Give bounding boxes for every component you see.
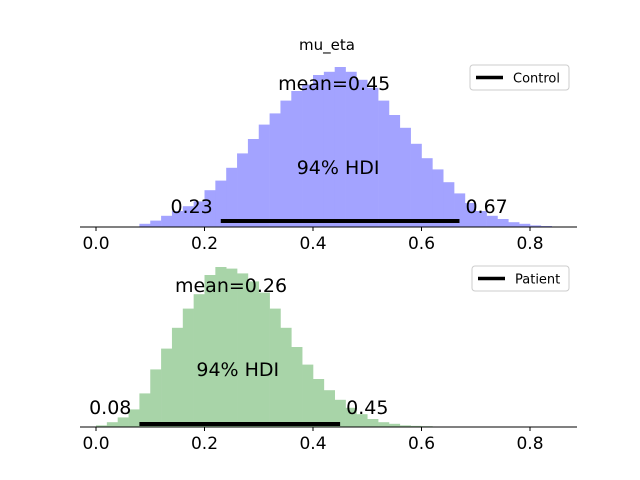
histogram-bar xyxy=(291,347,303,427)
hdi-low-label: 0.08 xyxy=(89,397,131,419)
histogram-bar xyxy=(161,348,173,427)
x-tick-label: 0.4 xyxy=(299,434,326,454)
x-tick-label: 0.0 xyxy=(82,434,109,454)
histogram-bar xyxy=(139,393,151,427)
histogram-bar xyxy=(237,153,249,227)
x-tick-label: 0.2 xyxy=(191,234,218,254)
histogram-bar xyxy=(247,281,260,427)
histogram-bar xyxy=(345,71,357,227)
x-tick-label: 0.2 xyxy=(191,434,218,454)
x-tick-label: 0.6 xyxy=(408,234,435,254)
histogram-bar xyxy=(215,267,227,427)
histogram-bar xyxy=(475,211,487,227)
histogram-bar xyxy=(193,201,205,227)
legend-label: Patient xyxy=(515,273,560,288)
histogram-bar xyxy=(291,91,303,227)
histogram-bar xyxy=(464,203,477,227)
histogram-bar xyxy=(226,167,238,227)
histogram-bar xyxy=(247,139,260,227)
histogram-bar xyxy=(519,223,531,227)
mean-label: mean=0.26 xyxy=(175,275,287,297)
panel-patient: 0.0 0.2 0.4 0.6 0.8 0.08 0.45 94% HDI mean=0.26 P… xyxy=(80,265,577,454)
x-tick-label: 0.4 xyxy=(299,234,326,254)
histogram-bar xyxy=(399,425,411,427)
hdi-high-label: 0.45 xyxy=(346,397,388,419)
histogram-bar xyxy=(454,193,466,227)
histogram-bar xyxy=(302,364,314,427)
histogram-bar xyxy=(161,215,173,227)
legend: Control xyxy=(469,64,570,91)
histogram-bar xyxy=(356,414,368,427)
histogram-bar xyxy=(388,115,401,227)
histogram-bar xyxy=(334,67,346,227)
histogram-bar xyxy=(215,180,227,227)
histogram-bar xyxy=(280,327,292,427)
histogram-bar xyxy=(486,215,498,227)
histogram-bar xyxy=(237,273,249,427)
legend: Patient xyxy=(471,265,570,292)
histogram-bar xyxy=(128,409,140,427)
histogram-bar xyxy=(323,390,335,427)
histogram-bar xyxy=(323,71,335,227)
histogram-bar xyxy=(96,425,108,427)
histogram-bar xyxy=(388,423,401,427)
histogram-bar xyxy=(182,206,194,227)
hdi-low-label: 0.23 xyxy=(170,196,212,218)
histogram-bar xyxy=(258,292,270,427)
histogram-bar xyxy=(171,211,184,227)
histogram-bar xyxy=(399,127,411,227)
histogram-bar xyxy=(258,124,270,227)
legend-label: Control xyxy=(513,72,560,87)
hdi-high-label: 0.67 xyxy=(465,196,507,218)
histogram-bar xyxy=(432,169,444,227)
legend-box xyxy=(471,265,570,292)
histogram-bar xyxy=(302,84,314,227)
histogram-bar xyxy=(193,294,205,427)
histogram-bar xyxy=(280,100,292,227)
histogram-bar xyxy=(378,422,390,427)
histogram-bar xyxy=(421,158,433,227)
histogram-bar xyxy=(367,419,379,427)
histogram-bar xyxy=(204,190,216,227)
histogram-bar xyxy=(508,222,520,227)
histogram-bar xyxy=(410,143,422,227)
histogram-bar xyxy=(334,399,346,427)
histogram-bar xyxy=(367,87,379,227)
mean-label: mean=0.45 xyxy=(278,73,390,95)
x-tick-label: 0.8 xyxy=(516,434,543,454)
histogram-bar xyxy=(345,407,357,427)
histogram-bar xyxy=(269,308,281,427)
histogram-bar xyxy=(182,308,194,427)
histogram-bar xyxy=(150,369,162,427)
x-tick-label: 0.0 xyxy=(82,234,109,254)
histogram-bar xyxy=(106,422,118,427)
chart-title: mu_eta xyxy=(299,36,355,55)
x-tick-label: 0.8 xyxy=(516,234,543,254)
histogram-bar xyxy=(410,425,422,427)
panel-control: 0.0 0.2 0.4 0.6 0.8 0.23 0.67 94% HDI mean=0.45 C… xyxy=(80,64,577,254)
histogram-bar xyxy=(356,79,368,227)
histogram-bar xyxy=(171,327,184,427)
histogram-bar xyxy=(204,275,216,427)
histogram-bar xyxy=(443,182,455,227)
hdi-label: 94% HDI xyxy=(297,157,380,179)
histogram-bar xyxy=(226,268,238,427)
histogram-bar xyxy=(117,417,129,427)
x-tick-label: 0.6 xyxy=(408,434,435,454)
histogram-bar xyxy=(313,75,325,227)
histogram-bar xyxy=(269,113,281,227)
histogram-bar xyxy=(313,379,325,427)
histogram-bar xyxy=(139,223,151,227)
histogram-bar xyxy=(150,220,162,227)
histogram-bar xyxy=(530,225,542,227)
hdi-label: 94% HDI xyxy=(196,359,279,381)
histogram-bar xyxy=(378,100,390,227)
histogram-bar xyxy=(497,219,509,227)
legend-box xyxy=(469,64,570,91)
